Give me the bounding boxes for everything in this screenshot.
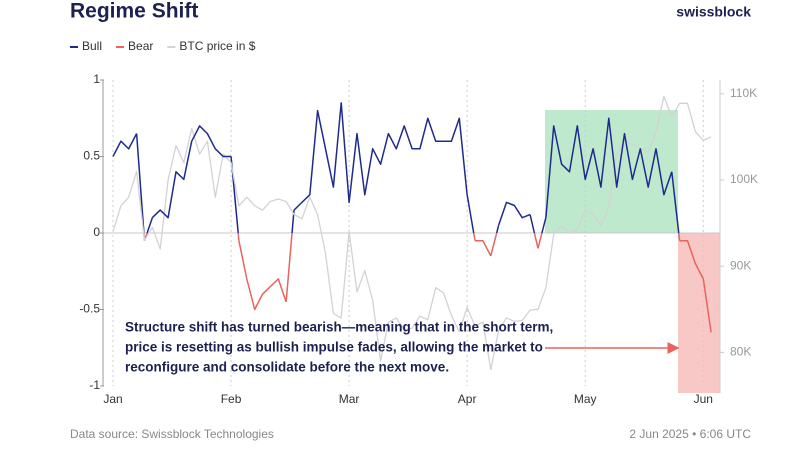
x-tick-label: May: [574, 392, 597, 406]
zero-crossing-connector: [678, 232, 681, 241]
zero-crossing-connector: [285, 232, 293, 302]
series-line: [112, 102, 673, 226]
zero-crossing-connector: [541, 217, 547, 234]
y-tick-label: 1: [93, 72, 100, 86]
y-tick-label: 0: [93, 225, 100, 239]
zero-crossing-connector: [533, 232, 539, 249]
zero-crossing-connector: [529, 214, 536, 234]
zero-crossing-connector: [472, 232, 476, 241]
x-tick-label: Mar: [339, 392, 360, 406]
x-tick-label: Jan: [103, 392, 122, 406]
legend-label: BTC price in $: [179, 39, 255, 53]
annotation-text: Structure shift has turned bearish—meani…: [125, 320, 553, 335]
y-tick-label: -0.5: [79, 302, 100, 316]
zero-crossing-connector: [466, 194, 475, 234]
bear-highlight: [678, 233, 720, 393]
zero-crossing-connector: [490, 232, 498, 257]
annotation-text: reconfigure and consolidate before the n…: [125, 360, 449, 375]
legend: Bull Bear BTC price in $: [70, 39, 256, 53]
legend-label: Bear: [128, 39, 153, 53]
zero-crossing-connector: [237, 232, 240, 241]
y2-tick-label: 80K: [730, 345, 751, 359]
source: Data source: Swissblock Technologies: [70, 427, 274, 441]
zero-crossing-connector: [537, 232, 543, 249]
bull-highlight: [545, 110, 678, 233]
legend-label: Bull: [82, 39, 102, 53]
y2-tick-label: 110K: [730, 86, 757, 100]
brand: swissblock: [676, 4, 751, 20]
zero-crossing-connector: [495, 225, 500, 234]
y2-tick-label: 100K: [730, 172, 758, 186]
x-tick-label: Feb: [221, 392, 242, 406]
zero-crossing-connector: [135, 133, 145, 234]
y-tick-label: 0.5: [83, 149, 100, 163]
y-tick-label: -1: [89, 378, 100, 392]
annotation-text: price is resetting as bullish impulse fa…: [125, 340, 543, 355]
x-tick-label: Apr: [458, 392, 477, 406]
x-tick-label: Jun: [694, 392, 713, 406]
chart-title: Regime Shift: [70, 0, 198, 23]
series-line: [238, 239, 712, 333]
y2-tick-label: 90K: [730, 258, 751, 272]
zero-crossing-connector: [671, 171, 680, 234]
timestamp: 2 Jun 2025 • 6:06 UTC: [629, 427, 751, 441]
series-line: [112, 95, 712, 371]
zero-crossing-connector: [146, 217, 154, 234]
